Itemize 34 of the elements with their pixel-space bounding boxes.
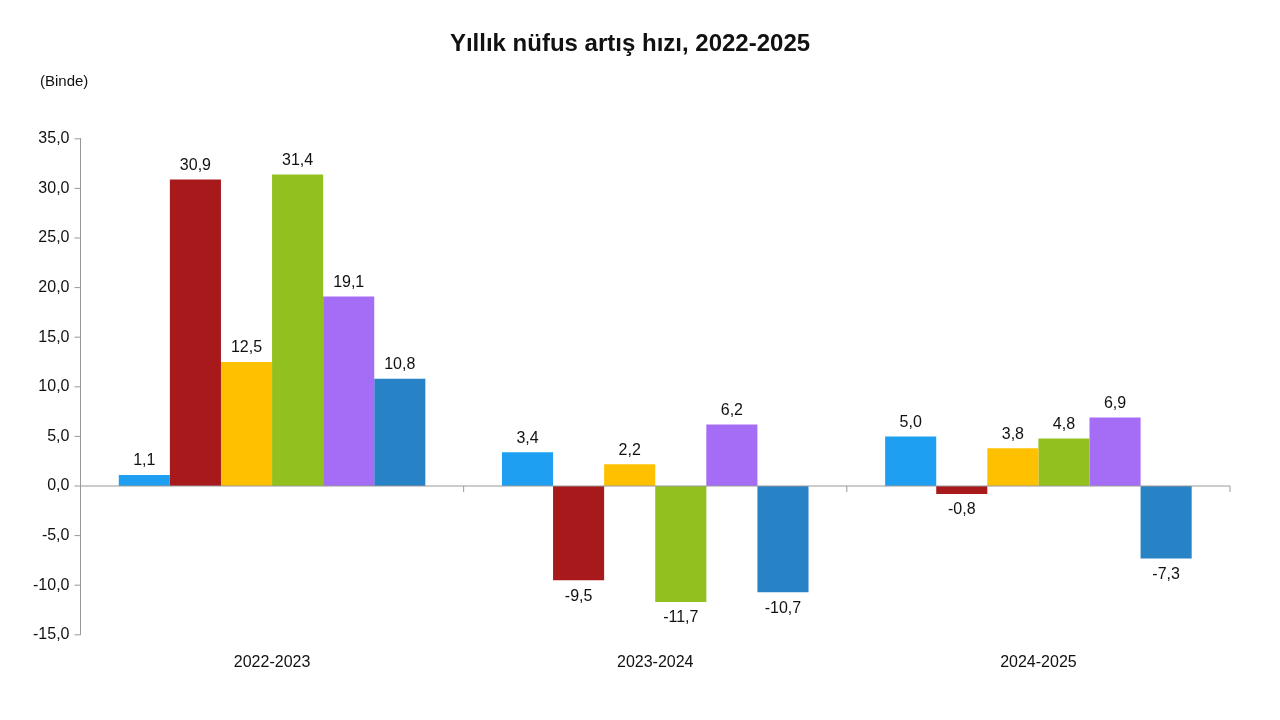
data-label: -10,7 — [764, 598, 802, 616]
data-label: 10,8 — [384, 355, 416, 373]
y-tick-label: 5,0 — [47, 426, 70, 444]
chart-title: Yıllık nüfus artış hızı, 2022-2025 — [449, 29, 811, 57]
y-tick-label: -5,0 — [41, 526, 70, 544]
x-tick-label: 2022-2023 — [233, 652, 311, 670]
data-label: 5,0 — [899, 412, 922, 430]
data-label: 6,9 — [1103, 393, 1127, 411]
data-label: 30,9 — [179, 155, 212, 173]
y-tick-label: 15,0 — [38, 327, 70, 345]
y-axis-title: (Binde) — [40, 72, 89, 90]
y-tick-label: 20,0 — [38, 278, 70, 296]
data-label: -9,5 — [564, 586, 593, 604]
y-tick-label: 25,0 — [38, 228, 70, 246]
data-label: 3,4 — [516, 428, 539, 446]
y-tick-label: -15,0 — [33, 625, 70, 643]
data-label: 19,1 — [333, 272, 365, 290]
data-label: 4,8 — [1052, 414, 1076, 432]
data-label: 12,5 — [230, 338, 263, 356]
data-label: 6,2 — [720, 400, 744, 418]
x-tick-label: 2023-2024 — [616, 652, 694, 670]
data-label: 2,2 — [618, 440, 641, 458]
y-tick-label: 10,0 — [38, 377, 70, 395]
y-tick-label: 35,0 — [38, 129, 70, 147]
data-label: -0,8 — [947, 500, 976, 518]
data-label: 3,8 — [1001, 424, 1025, 442]
y-tick-label: 0,0 — [47, 476, 70, 494]
data-label: 31,4 — [282, 150, 314, 168]
y-tick-label: 30,0 — [38, 178, 70, 196]
x-tick-label: 2024-2025 — [1000, 652, 1077, 670]
y-tick-label: -10,0 — [33, 575, 70, 593]
data-label: 1,1 — [133, 451, 156, 469]
data-label: -7,3 — [1152, 564, 1181, 582]
data-label: -11,7 — [663, 608, 699, 626]
